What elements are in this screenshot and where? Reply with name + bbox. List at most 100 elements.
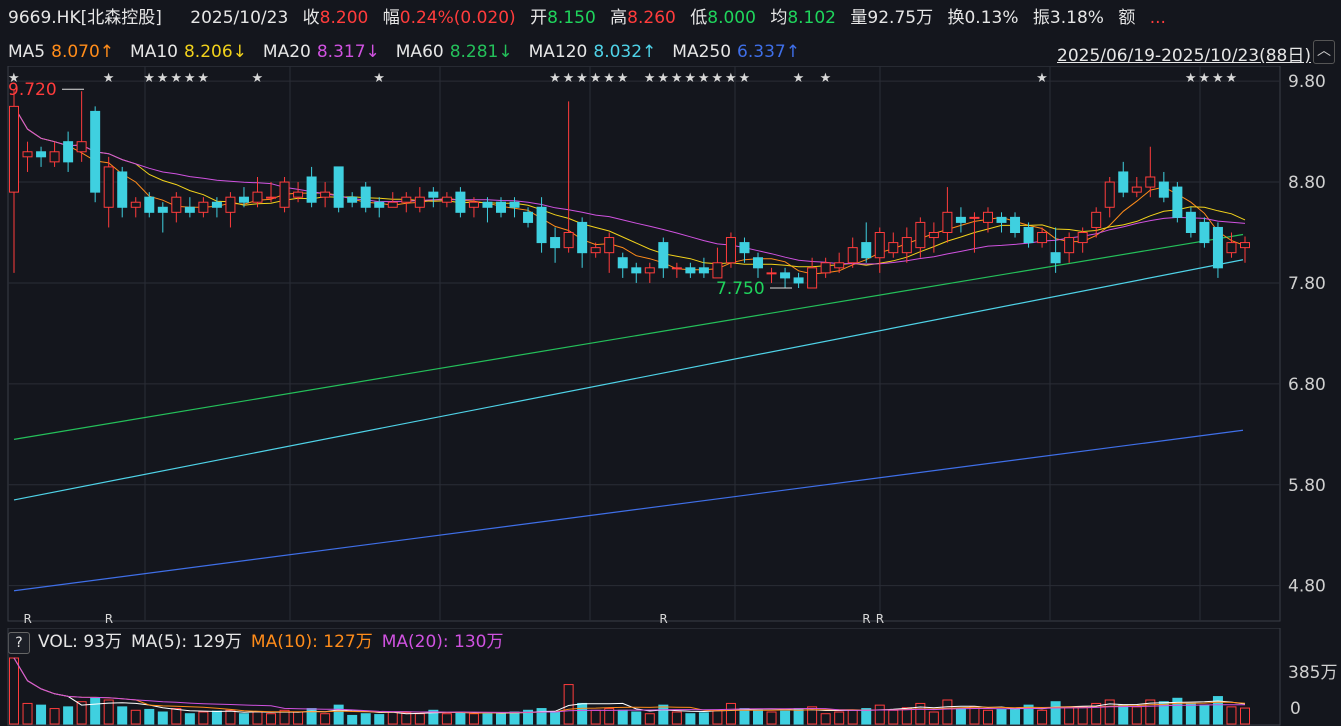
candle-body (225, 196, 236, 213)
candle-body (76, 141, 87, 153)
star-marker: ★ (143, 71, 155, 86)
candle-body (563, 232, 574, 249)
star-marker: ★ (576, 71, 588, 86)
volume-bar (1104, 699, 1115, 725)
volume-bar (888, 709, 899, 725)
candle-body (252, 191, 263, 203)
stock-code-name[interactable]: 9669.HK[北森控股] (8, 8, 162, 28)
candle-body (495, 201, 506, 213)
close-value: 8.200 (319, 8, 369, 28)
plot-frame (7, 66, 1281, 622)
ma-legend-name-ma120: MA120 (528, 42, 588, 62)
candle-body (982, 211, 993, 223)
volume-bar (211, 710, 222, 725)
candle-body (441, 196, 452, 203)
star-marker: ★ (671, 71, 683, 86)
volume-bar (49, 708, 60, 725)
volume-bar (387, 711, 398, 725)
volume-bar (495, 713, 506, 725)
volume-bar (1010, 708, 1021, 725)
volume-bar (955, 708, 966, 725)
y-tick-label: 8.80 (1288, 173, 1326, 193)
candle-body (766, 272, 777, 275)
volume-bar (360, 713, 371, 725)
volume-bar (563, 684, 574, 725)
chevron-up-icon[interactable]: ︿ (1313, 40, 1335, 64)
star-marker: ★ (698, 71, 710, 86)
candle-body (1104, 181, 1115, 208)
volume-bar (414, 713, 425, 725)
candle-body (550, 237, 561, 249)
candle-body (1064, 237, 1075, 254)
y-tick-label: 7.80 (1288, 274, 1326, 294)
date-range[interactable]: 2025/06/19-2025/10/23(88日) (1057, 46, 1311, 66)
candle-body (915, 221, 926, 249)
candle-body (401, 196, 412, 203)
volume-bar (1064, 707, 1075, 725)
candle-body (1050, 252, 1061, 264)
ma-line-ma120 (13, 259, 1244, 501)
star-marker: ★ (725, 71, 737, 86)
candle-body (414, 196, 425, 208)
volume-bar (874, 704, 885, 725)
candle-body (36, 151, 47, 158)
candle-body (306, 176, 317, 203)
volume-bar (76, 701, 87, 725)
candle-body (1145, 176, 1156, 188)
volume-bar (1185, 702, 1196, 725)
amplitude-value: 3.18% (1049, 8, 1104, 28)
volume-bar (441, 713, 452, 725)
low-label: 低 (690, 8, 708, 28)
candle-body (671, 267, 682, 270)
candle-body (320, 191, 331, 198)
volume-bar (9, 657, 19, 725)
star-marker: ★ (617, 71, 629, 86)
volume-bar (739, 708, 750, 725)
star-marker: ★ (1198, 71, 1210, 86)
candle-body (428, 191, 439, 198)
volume-axis-zero: 0 (1290, 699, 1301, 719)
y-tick-label: 6.80 (1288, 375, 1326, 395)
volume-bar (293, 711, 304, 725)
candle-body (103, 166, 114, 208)
candle-body (780, 272, 791, 279)
volume-bar (401, 712, 412, 725)
candle-body (536, 206, 547, 244)
volume-bar (982, 709, 993, 725)
candle-body (293, 191, 304, 198)
volume-bar (1131, 706, 1142, 725)
star-marker: ★ (793, 71, 805, 86)
star-marker: ★ (170, 71, 182, 86)
candle-body (523, 211, 534, 223)
volume-bar (36, 704, 47, 725)
quote-date: 2025/10/23 (190, 8, 289, 28)
quote-summary-row: 9669.HK[北森控股] 2025/10/23 收8.200 幅0.24%(0… (8, 7, 1166, 29)
turnover-value: 0.13% (964, 8, 1019, 28)
volume-bar (698, 712, 709, 725)
volume-bar (753, 709, 764, 725)
candle-body (1158, 181, 1169, 198)
candle-body (1118, 171, 1129, 193)
volume-bar (807, 706, 818, 725)
volume-bar (320, 713, 331, 725)
volume-chart[interactable]: 385万 0 (0, 628, 1341, 726)
star-marker: ★ (738, 71, 750, 86)
candle-body (387, 201, 398, 208)
ma-legend-value-ma5: 8.070↑ (51, 42, 115, 62)
volume-bar (1023, 704, 1034, 725)
low-marker-label: 7.750 (716, 279, 765, 299)
volume-bar (915, 702, 926, 725)
volume-bar (1050, 701, 1061, 725)
candle-body (888, 242, 899, 254)
more-button[interactable]: ... (1149, 8, 1166, 28)
candle-body (22, 151, 33, 158)
star-marker: ★ (684, 71, 696, 86)
star-marker: ★ (1185, 71, 1197, 86)
candle-body (171, 196, 182, 213)
candle-body (9, 105, 19, 193)
candle-body (198, 201, 209, 213)
candle-body (847, 247, 858, 264)
candle-body (820, 262, 831, 274)
candle-body (360, 186, 371, 208)
